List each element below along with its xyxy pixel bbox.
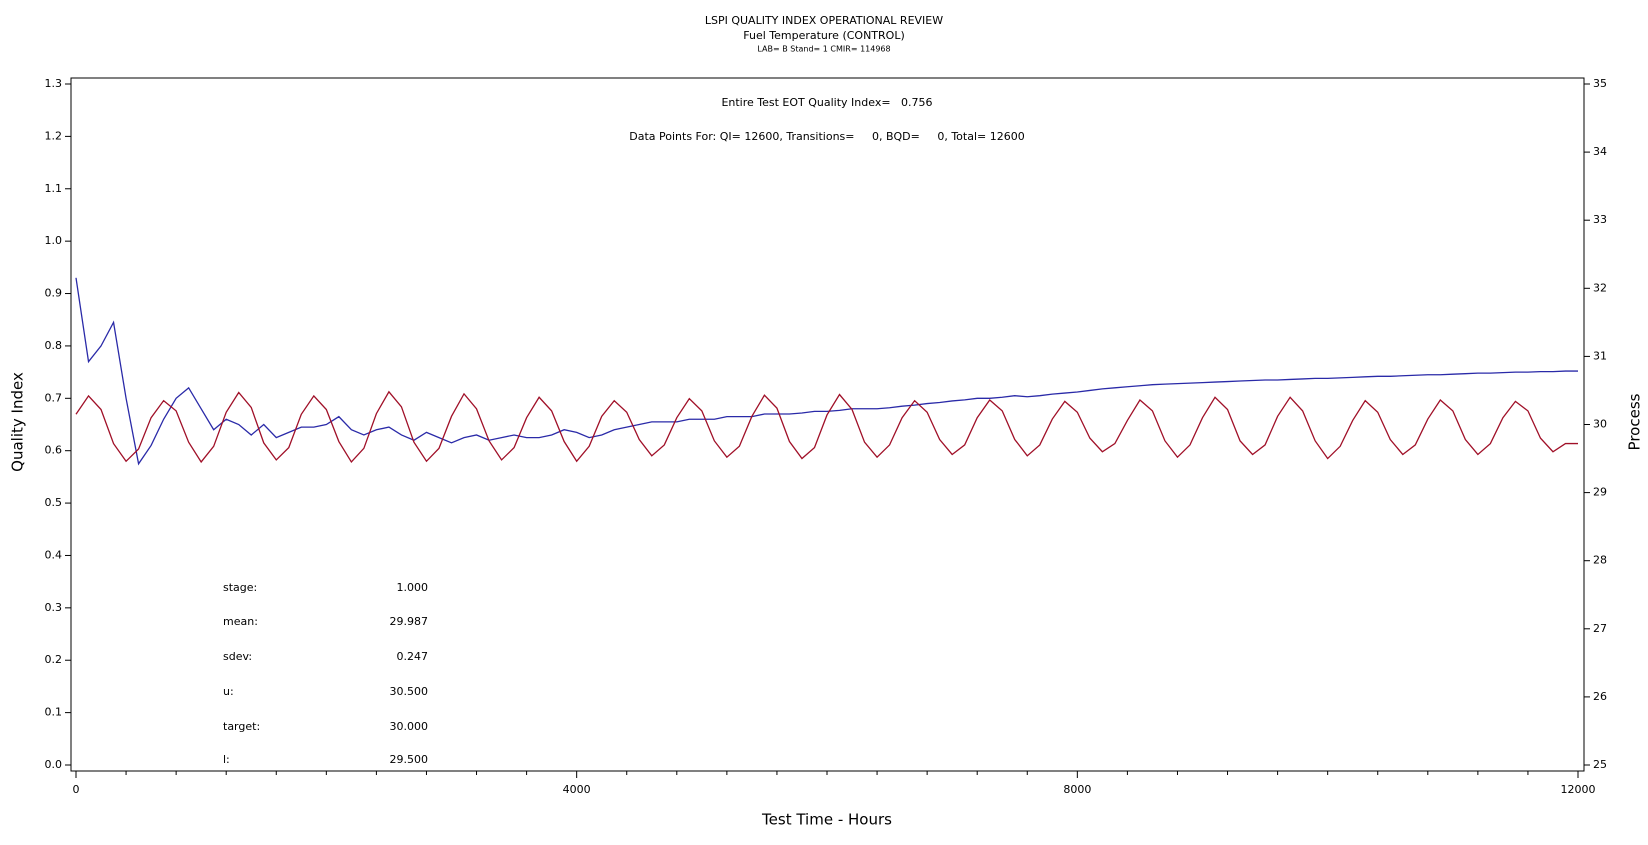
y2-axis-label: Process <box>1626 393 1644 450</box>
x-tick-label: 0 <box>73 783 80 796</box>
y2-tick-label: 28 <box>1593 554 1607 567</box>
y-tick-label: 0.1 <box>45 706 63 719</box>
stat-value: 0.247 <box>397 650 429 663</box>
y-axis-label: Quality Index <box>9 372 27 472</box>
stat-label: u: <box>223 685 234 698</box>
chart-subtitle: LAB= B Stand= 1 CMIR= 114968 <box>757 45 890 54</box>
annotation: Entire Test EOT Quality Index= 0.756 <box>721 96 932 109</box>
stat-value: 1.000 <box>397 581 429 594</box>
y-tick-label: 0.7 <box>45 391 63 404</box>
stat-label: target: <box>223 720 260 733</box>
x-tick-label: 12000 <box>1561 783 1596 796</box>
stat-label: l: <box>223 753 230 766</box>
y2-tick-label: 31 <box>1593 349 1607 362</box>
stat-value: 30.500 <box>390 685 429 698</box>
y-tick-label: 1.3 <box>45 77 63 90</box>
y2-tick-label: 34 <box>1593 145 1607 158</box>
x-tick-label: 8000 <box>1063 783 1091 796</box>
stat-label: mean: <box>223 615 258 628</box>
y-tick-label: 1.1 <box>45 182 63 195</box>
y-tick-label: 0.2 <box>45 653 63 666</box>
y2-tick-label: 26 <box>1593 690 1607 703</box>
stat-value: 29.987 <box>390 615 429 628</box>
stat-value: 30.000 <box>390 720 429 733</box>
y2-tick-label: 29 <box>1593 486 1607 499</box>
y2-tick-label: 27 <box>1593 622 1607 635</box>
y-tick-label: 0.0 <box>45 758 63 771</box>
y-tick-label: 1.2 <box>45 129 63 142</box>
chart-title: LSPI QUALITY INDEX OPERATIONAL REVIEW <box>705 14 943 27</box>
series-line <box>75 277 1578 466</box>
stat-label: sdev: <box>223 650 252 663</box>
y2-tick-label: 32 <box>1593 281 1607 294</box>
series-line <box>75 390 1578 464</box>
chart-subtitle: Fuel Temperature (CONTROL) <box>743 29 905 42</box>
y-tick-label: 0.5 <box>45 496 63 509</box>
y2-tick-label: 25 <box>1593 758 1607 771</box>
y-tick-label: 1.0 <box>45 234 63 247</box>
y-tick-label: 0.6 <box>45 444 63 457</box>
x-tick-label: 4000 <box>563 783 591 796</box>
y2-tick-label: 30 <box>1593 418 1607 431</box>
y2-tick-label: 33 <box>1593 213 1607 226</box>
y2-tick-label: 35 <box>1593 77 1607 90</box>
y-tick-label: 0.8 <box>45 339 63 352</box>
annotation: Data Points For: QI= 12600, Transitions=… <box>629 130 1024 143</box>
stat-value: 29.500 <box>390 753 429 766</box>
y-tick-label: 0.3 <box>45 601 63 614</box>
x-axis-label: Test Time - Hours <box>761 811 892 829</box>
stat-label: stage: <box>223 581 257 594</box>
y-tick-label: 0.9 <box>45 287 63 300</box>
y-tick-label: 0.4 <box>45 548 63 561</box>
